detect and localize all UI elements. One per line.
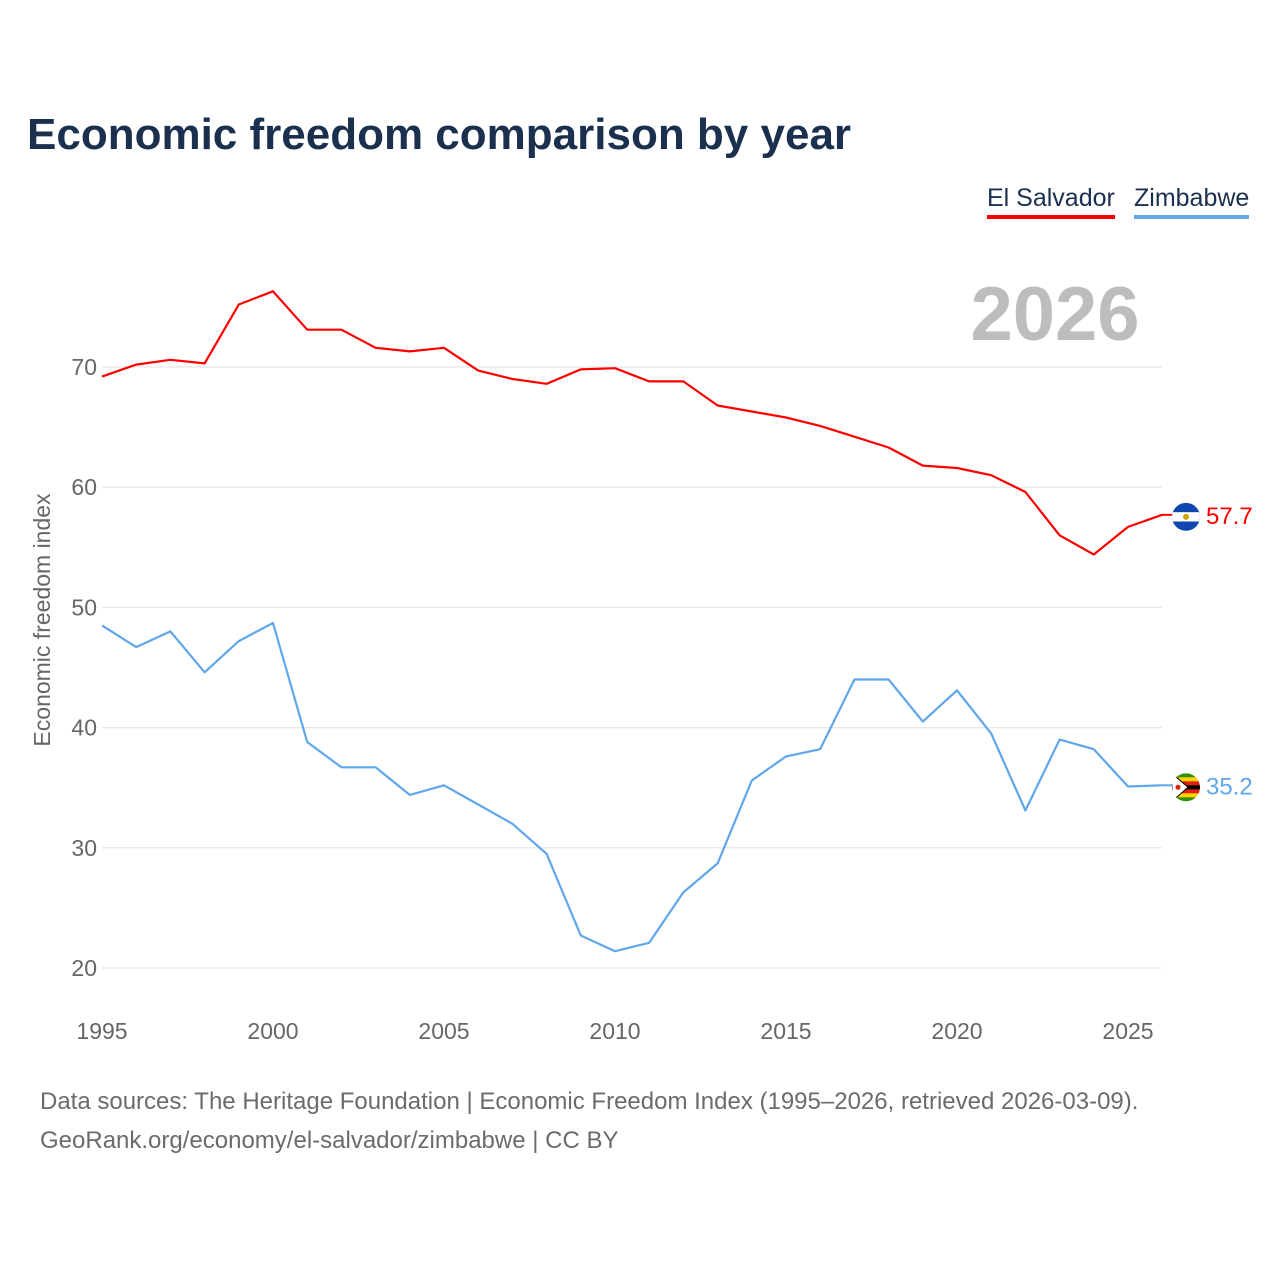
y-tick-label: 20 bbox=[71, 955, 97, 981]
legend-item-zimbabwe[interactable]: Zimbabwe bbox=[1134, 184, 1250, 219]
y-tick-label: 30 bbox=[71, 835, 97, 861]
y-tick-label: 60 bbox=[71, 474, 97, 500]
x-tick-label: 2000 bbox=[247, 1018, 298, 1044]
el-salvador-flag-icon bbox=[1172, 502, 1200, 531]
chart-title: Economic freedom comparison by year bbox=[27, 110, 852, 159]
y-tick-label: 50 bbox=[71, 594, 97, 620]
end-value-label: 57.7 bbox=[1206, 503, 1253, 530]
x-tick-label: 2010 bbox=[589, 1018, 640, 1044]
end-value-label: 35.2 bbox=[1206, 773, 1253, 800]
x-tick-label: 2020 bbox=[931, 1018, 982, 1044]
x-tick-label: 2005 bbox=[418, 1018, 469, 1044]
x-tick-label: 1995 bbox=[76, 1018, 127, 1044]
year-watermark: 2026 bbox=[970, 272, 1139, 357]
zimbabwe-flag-icon bbox=[1172, 773, 1200, 802]
x-tick-label: 2025 bbox=[1102, 1018, 1153, 1044]
x-tick-label: 2015 bbox=[760, 1018, 811, 1044]
y-tick-label: 40 bbox=[71, 715, 97, 741]
y-tick-label: 70 bbox=[71, 354, 97, 380]
legend-item-el-salvador[interactable]: El Salvador bbox=[987, 184, 1115, 219]
footer-sources: Data sources: The Heritage Foundation | … bbox=[40, 1088, 1139, 1115]
series-line-zimbabwe bbox=[101, 621, 1163, 953]
y-axis-label: Economic freedom index bbox=[29, 493, 55, 747]
footer-link[interactable]: GeoRank.org/economy/el-salvador/zimbabwe… bbox=[40, 1127, 619, 1154]
series-line-el-salvador bbox=[101, 290, 1163, 556]
